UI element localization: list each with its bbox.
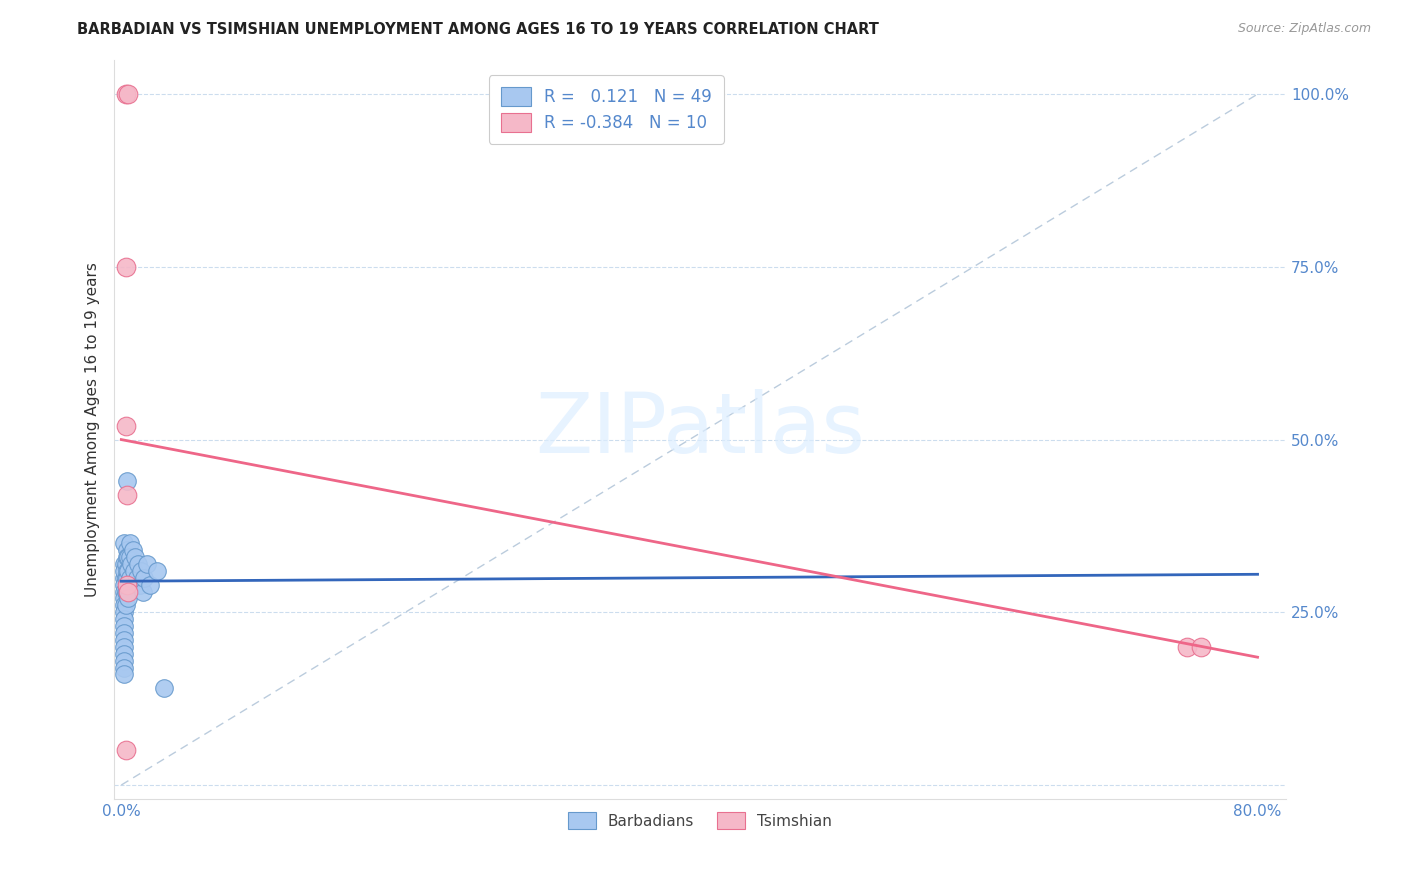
Point <box>115 474 138 488</box>
Point <box>1175 640 1198 654</box>
Point <box>112 612 135 626</box>
Point <box>115 564 138 578</box>
Point <box>112 647 135 661</box>
Point <box>112 626 135 640</box>
Point <box>128 577 150 591</box>
Legend: Barbadians, Tsimshian: Barbadians, Tsimshian <box>562 805 838 836</box>
Y-axis label: Unemployment Among Ages 16 to 19 years: Unemployment Among Ages 16 to 19 years <box>86 261 100 597</box>
Text: ZIPatlas: ZIPatlas <box>536 389 865 470</box>
Point <box>146 564 169 578</box>
Point <box>115 543 138 558</box>
Point <box>112 599 135 613</box>
Point <box>112 660 135 674</box>
Point <box>117 564 139 578</box>
Point <box>112 584 135 599</box>
Point <box>114 584 136 599</box>
Point <box>129 564 152 578</box>
Point <box>115 488 138 502</box>
Point <box>118 536 141 550</box>
Point <box>117 577 139 591</box>
Point <box>118 549 141 564</box>
Point <box>114 557 136 571</box>
Point <box>114 87 136 102</box>
Point <box>153 681 176 696</box>
Point <box>132 571 155 585</box>
Point <box>124 549 146 564</box>
Point <box>115 549 138 564</box>
Point <box>125 571 148 585</box>
Point <box>117 87 139 102</box>
Point <box>114 571 136 585</box>
Point <box>138 577 160 591</box>
Point <box>112 591 135 606</box>
Point <box>122 564 145 578</box>
Point <box>115 571 138 585</box>
Point <box>1189 640 1212 654</box>
Point <box>112 619 135 633</box>
Point <box>117 549 139 564</box>
Text: BARBADIAN VS TSIMSHIAN UNEMPLOYMENT AMONG AGES 16 TO 19 YEARS CORRELATION CHART: BARBADIAN VS TSIMSHIAN UNEMPLOYMENT AMON… <box>77 22 879 37</box>
Point <box>112 640 135 654</box>
Point <box>135 557 157 571</box>
Point <box>112 571 135 585</box>
Point <box>120 557 142 571</box>
Point <box>112 632 135 647</box>
Point <box>131 584 153 599</box>
Point <box>114 599 136 613</box>
Text: Source: ZipAtlas.com: Source: ZipAtlas.com <box>1237 22 1371 36</box>
Point <box>114 743 136 757</box>
Point <box>114 260 136 274</box>
Point <box>117 584 139 599</box>
Point <box>114 418 136 433</box>
Point <box>112 564 135 578</box>
Point <box>121 543 143 558</box>
Point <box>115 584 138 599</box>
Point <box>112 557 135 571</box>
Point <box>112 605 135 619</box>
Point <box>112 536 135 550</box>
Point <box>118 571 141 585</box>
Point <box>127 557 149 571</box>
Point <box>117 591 139 606</box>
Point <box>115 577 138 591</box>
Point <box>112 654 135 668</box>
Point <box>112 667 135 681</box>
Point <box>112 577 135 591</box>
